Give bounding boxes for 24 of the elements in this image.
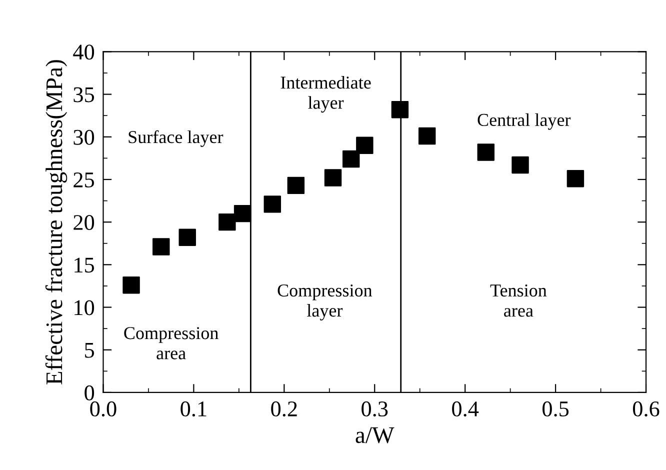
y-tick-label: 35: [74, 87, 94, 102]
y-axis-title: Effective fracture toughness(MPa): [45, 60, 68, 384]
x-tick-label: 0.0: [90, 401, 116, 417]
annotation: Compression layer: [278, 284, 372, 320]
y-tick-label: 0: [84, 385, 94, 400]
y-tick-label: 10: [74, 300, 94, 316]
x-tick-label: 0.2: [271, 401, 297, 417]
y-tick-label: 25: [74, 172, 94, 188]
x-tick-label: 0.1: [180, 401, 206, 417]
y-tick-label: 30: [74, 130, 94, 145]
y-tick-label: 20: [74, 215, 94, 230]
x-tick-label: 0.3: [362, 401, 388, 417]
y-tick-label: 40: [73, 44, 94, 60]
y-tick-label: 15: [74, 258, 94, 273]
annotation: Tension area: [490, 284, 547, 317]
annotation: Intermediate layer: [280, 76, 371, 113]
annotation: Surface layer: [128, 130, 224, 147]
y-tick-label: 5: [85, 343, 94, 358]
x-tick-label: 0.4: [452, 401, 479, 417]
x-tick-label: 0.5: [542, 401, 569, 417]
x-tick-label: 0.6: [632, 401, 660, 417]
x-axis-title: a/W: [356, 427, 394, 444]
annotation: Compression area: [124, 327, 218, 360]
annotation: Central layer: [478, 113, 571, 130]
